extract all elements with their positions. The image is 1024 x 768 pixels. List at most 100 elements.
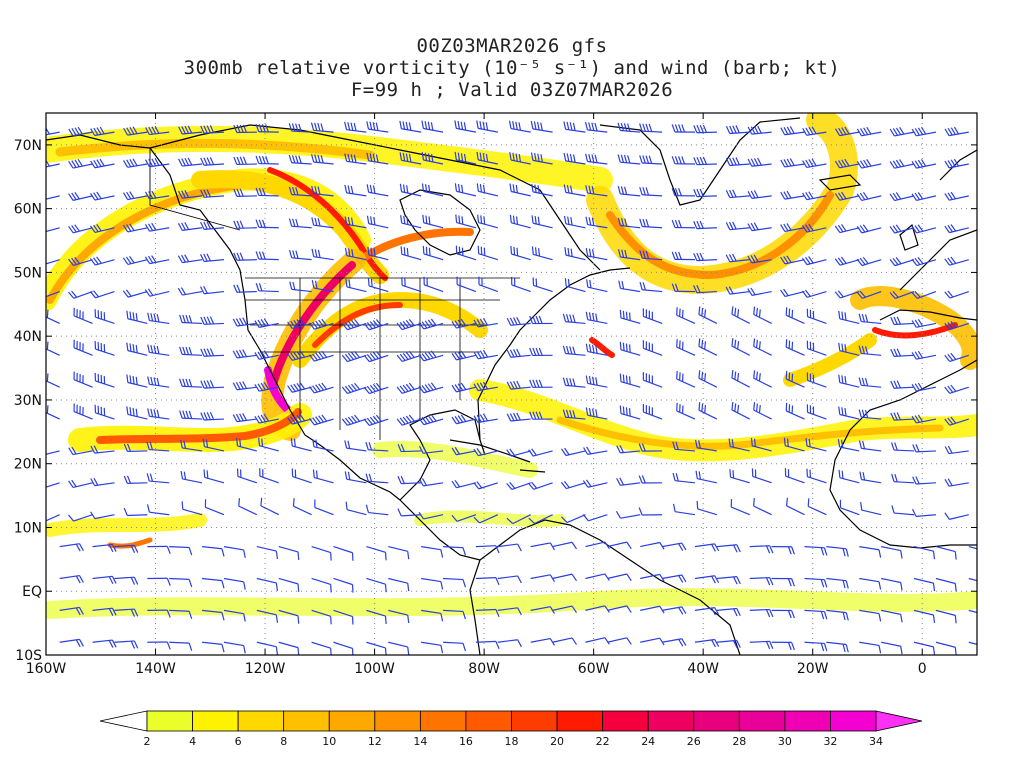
wind-barb bbox=[671, 124, 695, 133]
wind-barb bbox=[860, 502, 882, 516]
wind-barb bbox=[583, 446, 608, 455]
wind-barb bbox=[804, 546, 828, 556]
vort-band-canada-jet-core bbox=[267, 167, 388, 281]
wind-barb bbox=[46, 341, 60, 356]
wind-barb bbox=[506, 514, 531, 525]
wind-barb bbox=[475, 545, 500, 554]
wind-barb bbox=[180, 470, 203, 484]
wind-barb bbox=[341, 382, 367, 394]
wind-barb bbox=[255, 155, 279, 165]
wind-barb bbox=[944, 416, 969, 426]
wind-barb bbox=[856, 192, 882, 202]
wind-barb bbox=[585, 637, 610, 645]
wind-barb bbox=[672, 472, 696, 484]
wind-barb bbox=[780, 288, 805, 298]
wind-barb bbox=[255, 124, 279, 133]
wind-barb bbox=[126, 310, 148, 325]
wind-barb bbox=[730, 499, 750, 516]
wind-barb bbox=[696, 500, 718, 516]
colorbar-box bbox=[693, 710, 740, 732]
wind-barb bbox=[891, 473, 915, 484]
wind-barb bbox=[747, 287, 772, 296]
wind-barb bbox=[421, 641, 444, 654]
wind-barb bbox=[178, 190, 203, 199]
wind-barb bbox=[259, 468, 279, 484]
wind-barb bbox=[203, 469, 225, 484]
map-axis-labels: 160W 140W 120W 100W 80W 60W 40W 20W 0 10S EQ 10N 20N… bbox=[14, 138, 927, 677]
wind-barb bbox=[881, 577, 903, 591]
lon-tick-label: 0 bbox=[918, 661, 927, 677]
wind-barb bbox=[804, 577, 828, 588]
wind-barb bbox=[968, 577, 977, 582]
wind-barb bbox=[530, 542, 556, 551]
colorbar-label: 20 bbox=[550, 735, 564, 748]
wind-barb bbox=[771, 577, 795, 587]
wind-barb bbox=[59, 574, 84, 584]
wind-barb bbox=[506, 448, 531, 457]
wind-barb bbox=[68, 479, 93, 489]
wind-barb bbox=[834, 224, 860, 234]
wind-barb bbox=[806, 468, 827, 484]
title-line-2: 300mb relative vorticity (10⁻⁵ s⁻¹) and … bbox=[183, 57, 841, 79]
wind-barb bbox=[46, 450, 60, 455]
wind-barb bbox=[123, 158, 148, 168]
wind-barb bbox=[68, 446, 93, 456]
wind-barb bbox=[530, 637, 556, 646]
wind-barb bbox=[694, 607, 720, 616]
wind-barb bbox=[749, 577, 774, 586]
wind-barb bbox=[676, 370, 696, 388]
wind-barb bbox=[615, 510, 641, 519]
lon-tick-label: 60W bbox=[578, 661, 610, 677]
wind-barb bbox=[477, 214, 498, 229]
wind-barb bbox=[366, 609, 387, 625]
wind-barb bbox=[311, 185, 334, 197]
wind-barb bbox=[289, 281, 312, 293]
wind-barb bbox=[585, 605, 610, 613]
wind-barb bbox=[344, 471, 367, 484]
wind-barb bbox=[233, 124, 257, 134]
wind-barb bbox=[913, 609, 936, 624]
wind-barb bbox=[731, 306, 751, 324]
wind-barb bbox=[858, 409, 882, 420]
wind-barb bbox=[255, 283, 279, 293]
wind-barb bbox=[181, 501, 203, 516]
wind-barb bbox=[147, 609, 171, 618]
wind-barb bbox=[753, 402, 772, 420]
wind-barb bbox=[806, 340, 827, 356]
wind-barb bbox=[585, 407, 608, 420]
colorbar-label: 10 bbox=[322, 735, 336, 748]
wind-barb bbox=[68, 290, 93, 299]
wind-barb bbox=[114, 608, 139, 617]
wind-barb bbox=[309, 318, 334, 330]
vort-band-tropical-east-pacific bbox=[46, 513, 207, 537]
wind-barb bbox=[750, 437, 772, 452]
wind-barb bbox=[639, 281, 663, 293]
wind-barb bbox=[443, 641, 467, 652]
wind-barb bbox=[233, 284, 257, 293]
wind-barb bbox=[46, 159, 60, 168]
colorbar-box bbox=[146, 710, 193, 732]
wind-barb bbox=[46, 259, 60, 265]
wind-barb bbox=[421, 546, 444, 558]
wind-barb bbox=[607, 637, 632, 645]
gridlines bbox=[46, 113, 977, 655]
wind-barb bbox=[344, 247, 367, 261]
wind-barb bbox=[509, 214, 531, 229]
lon-tick-label: 80W bbox=[468, 661, 500, 677]
wind-barb bbox=[94, 309, 115, 324]
wind-barb bbox=[807, 498, 827, 516]
wind-barb bbox=[123, 507, 148, 517]
wind-barb bbox=[694, 638, 720, 648]
wind-barb bbox=[640, 541, 665, 550]
wind-barb bbox=[223, 641, 246, 654]
wind-barb bbox=[200, 316, 225, 325]
wind-barb bbox=[585, 375, 608, 388]
wind-barb bbox=[90, 191, 115, 201]
wind-barb bbox=[236, 437, 257, 452]
colorbar-box bbox=[465, 710, 512, 732]
wind-barb bbox=[169, 641, 193, 651]
wind-barb bbox=[530, 152, 553, 165]
wind-barb bbox=[473, 413, 498, 424]
colorbar-label: 24 bbox=[641, 735, 655, 748]
wind-barb bbox=[617, 185, 641, 197]
